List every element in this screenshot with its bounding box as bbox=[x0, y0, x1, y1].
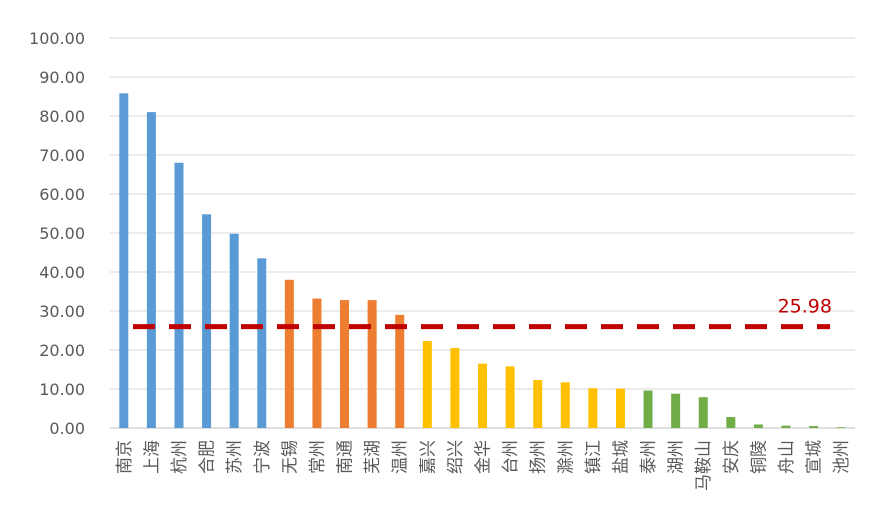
y-tick-label: 100.00 bbox=[29, 29, 85, 48]
x-tick-label: 镇江 bbox=[584, 440, 604, 474]
x-tick-label: 常州 bbox=[308, 440, 328, 474]
y-tick-label: 0.00 bbox=[49, 419, 85, 438]
bar bbox=[726, 417, 736, 428]
x-tick-label: 盐城 bbox=[611, 440, 631, 474]
bar bbox=[312, 298, 322, 428]
bar bbox=[146, 112, 156, 428]
x-tick-label: 泰州 bbox=[639, 440, 659, 474]
y-tick-label: 30.00 bbox=[39, 302, 85, 321]
x-tick-label: 安庆 bbox=[722, 440, 742, 474]
y-tick-label: 90.00 bbox=[39, 68, 85, 87]
bar bbox=[395, 314, 405, 428]
x-tick-label: 绍兴 bbox=[446, 440, 466, 474]
y-tick-label: 80.00 bbox=[39, 107, 85, 126]
bar bbox=[560, 382, 570, 428]
bar bbox=[174, 162, 184, 429]
x-tick-label: 滁州 bbox=[556, 440, 576, 474]
y-tick-label: 70.00 bbox=[39, 146, 85, 165]
x-tick-label: 南通 bbox=[336, 440, 356, 474]
y-tick-label: 10.00 bbox=[39, 380, 85, 399]
bar bbox=[533, 380, 543, 428]
x-tick-label: 宁波 bbox=[253, 440, 273, 474]
x-tick-label: 金华 bbox=[474, 440, 494, 474]
bar bbox=[229, 233, 239, 428]
y-tick-label: 50.00 bbox=[39, 224, 85, 243]
bar bbox=[340, 300, 350, 428]
x-tick-label: 温州 bbox=[391, 440, 411, 474]
x-tick-label: 铜陵 bbox=[749, 440, 769, 474]
x-tick-label: 杭州 bbox=[170, 440, 190, 474]
x-tick-label: 南京 bbox=[115, 440, 135, 474]
bar bbox=[367, 300, 377, 428]
bar bbox=[588, 388, 598, 428]
bar bbox=[422, 341, 432, 428]
average-label: 25.98 bbox=[778, 296, 832, 318]
bar bbox=[119, 93, 129, 428]
bar bbox=[450, 348, 460, 428]
bar bbox=[615, 388, 625, 428]
bar bbox=[781, 425, 791, 428]
bar bbox=[643, 390, 653, 428]
bar bbox=[284, 279, 294, 428]
x-tick-label: 舟山 bbox=[777, 440, 797, 474]
average-line-group: 25.98 bbox=[133, 296, 832, 330]
bar bbox=[202, 214, 212, 428]
x-tick-label: 合肥 bbox=[198, 440, 218, 474]
x-tick-label: 湖州 bbox=[667, 440, 687, 474]
bar bbox=[671, 393, 681, 428]
y-tick-label: 60.00 bbox=[39, 185, 85, 204]
x-tick-label: 扬州 bbox=[529, 440, 549, 474]
bar bbox=[753, 424, 763, 428]
x-tick-label: 上海 bbox=[142, 440, 162, 474]
x-tick-label: 台州 bbox=[501, 440, 521, 474]
x-axis-ticks: 南京 上海 杭州 合肥 苏州 宁波 无锡 常州 南通 芜湖 温州 嘉兴 绍兴 金华 台州 扬州 滁州 镇江 盐城 泰州… bbox=[115, 440, 852, 491]
y-axis-ticks: 0.00 10.00 20.00 30.00 40.00 50.00 60.00 70.00 8… bbox=[29, 29, 85, 438]
x-tick-label: 马鞍山 bbox=[694, 440, 714, 491]
bar bbox=[478, 363, 487, 428]
x-tick-label: 芜湖 bbox=[363, 440, 383, 474]
bar bbox=[809, 426, 819, 428]
x-tick-label: 嘉兴 bbox=[418, 440, 438, 474]
x-tick-label: 苏州 bbox=[225, 440, 245, 474]
y-tick-label: 20.00 bbox=[39, 341, 85, 360]
x-tick-label: 池州 bbox=[832, 440, 852, 474]
bar bbox=[698, 397, 708, 428]
x-tick-label: 宣城 bbox=[805, 440, 825, 474]
bar bbox=[505, 366, 515, 428]
x-tick-label: 无锡 bbox=[280, 440, 300, 474]
bars bbox=[119, 93, 846, 429]
bar bbox=[257, 258, 267, 428]
y-tick-label: 40.00 bbox=[39, 263, 85, 282]
bar bbox=[836, 427, 846, 428]
